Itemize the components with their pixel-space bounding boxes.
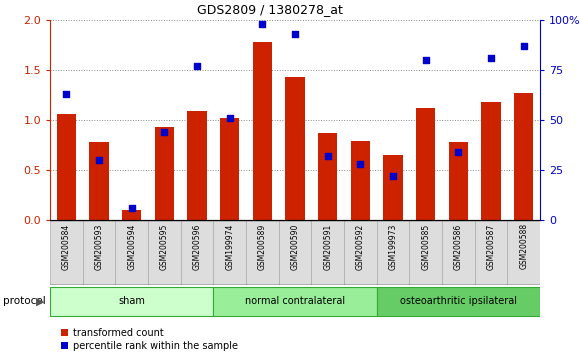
Text: GSM200587: GSM200587 xyxy=(487,223,495,269)
FancyBboxPatch shape xyxy=(50,287,213,316)
FancyBboxPatch shape xyxy=(376,287,540,316)
FancyBboxPatch shape xyxy=(246,220,278,285)
FancyBboxPatch shape xyxy=(278,220,311,285)
Point xyxy=(421,57,430,63)
Text: protocol: protocol xyxy=(3,297,46,307)
Bar xyxy=(122,210,142,220)
Text: GDS2809 / 1380278_at: GDS2809 / 1380278_at xyxy=(197,3,343,16)
Bar xyxy=(318,133,338,220)
Bar xyxy=(416,108,436,220)
Text: sham: sham xyxy=(118,297,145,307)
Bar xyxy=(448,142,468,220)
Point xyxy=(95,157,104,163)
Text: GSM200594: GSM200594 xyxy=(127,223,136,270)
Bar xyxy=(350,141,370,220)
Text: GSM200584: GSM200584 xyxy=(62,223,71,269)
Bar xyxy=(220,118,240,220)
Bar xyxy=(252,42,272,220)
Bar xyxy=(481,102,501,220)
FancyBboxPatch shape xyxy=(474,220,508,285)
FancyBboxPatch shape xyxy=(311,220,344,285)
Point xyxy=(389,173,398,179)
FancyBboxPatch shape xyxy=(180,220,213,285)
Text: osteoarthritic ipsilateral: osteoarthritic ipsilateral xyxy=(400,297,517,307)
Text: GSM200591: GSM200591 xyxy=(323,223,332,269)
Text: GSM200586: GSM200586 xyxy=(454,223,463,269)
Text: ▶: ▶ xyxy=(36,297,44,307)
FancyBboxPatch shape xyxy=(344,220,376,285)
FancyBboxPatch shape xyxy=(213,287,376,316)
FancyBboxPatch shape xyxy=(148,220,180,285)
Point xyxy=(160,129,169,135)
Bar xyxy=(56,114,76,220)
Point xyxy=(356,161,365,167)
Bar xyxy=(514,93,534,220)
Text: GSM200590: GSM200590 xyxy=(291,223,299,270)
Point xyxy=(258,21,267,27)
Text: GSM200585: GSM200585 xyxy=(421,223,430,269)
Text: GSM200588: GSM200588 xyxy=(519,223,528,269)
Text: GSM200592: GSM200592 xyxy=(356,223,365,269)
FancyBboxPatch shape xyxy=(376,220,409,285)
FancyBboxPatch shape xyxy=(442,220,474,285)
Text: GSM200589: GSM200589 xyxy=(258,223,267,269)
FancyBboxPatch shape xyxy=(508,220,540,285)
Text: normal contralateral: normal contralateral xyxy=(245,297,345,307)
Point xyxy=(193,63,202,69)
FancyBboxPatch shape xyxy=(83,220,115,285)
Point xyxy=(291,31,300,37)
Point xyxy=(127,205,136,211)
Bar xyxy=(285,77,305,220)
Text: GSM199973: GSM199973 xyxy=(389,223,397,270)
Bar xyxy=(187,111,207,220)
FancyBboxPatch shape xyxy=(50,220,83,285)
Point xyxy=(487,55,496,61)
FancyBboxPatch shape xyxy=(409,220,442,285)
Point xyxy=(519,43,528,49)
FancyBboxPatch shape xyxy=(115,220,148,285)
Point xyxy=(454,149,463,155)
Text: GSM200596: GSM200596 xyxy=(193,223,201,270)
Legend: transformed count, percentile rank within the sample: transformed count, percentile rank withi… xyxy=(61,328,238,351)
Bar xyxy=(154,127,174,220)
Text: GSM200593: GSM200593 xyxy=(95,223,103,270)
Point xyxy=(323,153,332,159)
Bar xyxy=(89,142,109,220)
FancyBboxPatch shape xyxy=(213,220,246,285)
Point xyxy=(225,115,234,121)
Text: GSM199974: GSM199974 xyxy=(225,223,234,270)
Point xyxy=(61,91,71,97)
Text: GSM200595: GSM200595 xyxy=(160,223,169,270)
Bar xyxy=(383,155,403,220)
